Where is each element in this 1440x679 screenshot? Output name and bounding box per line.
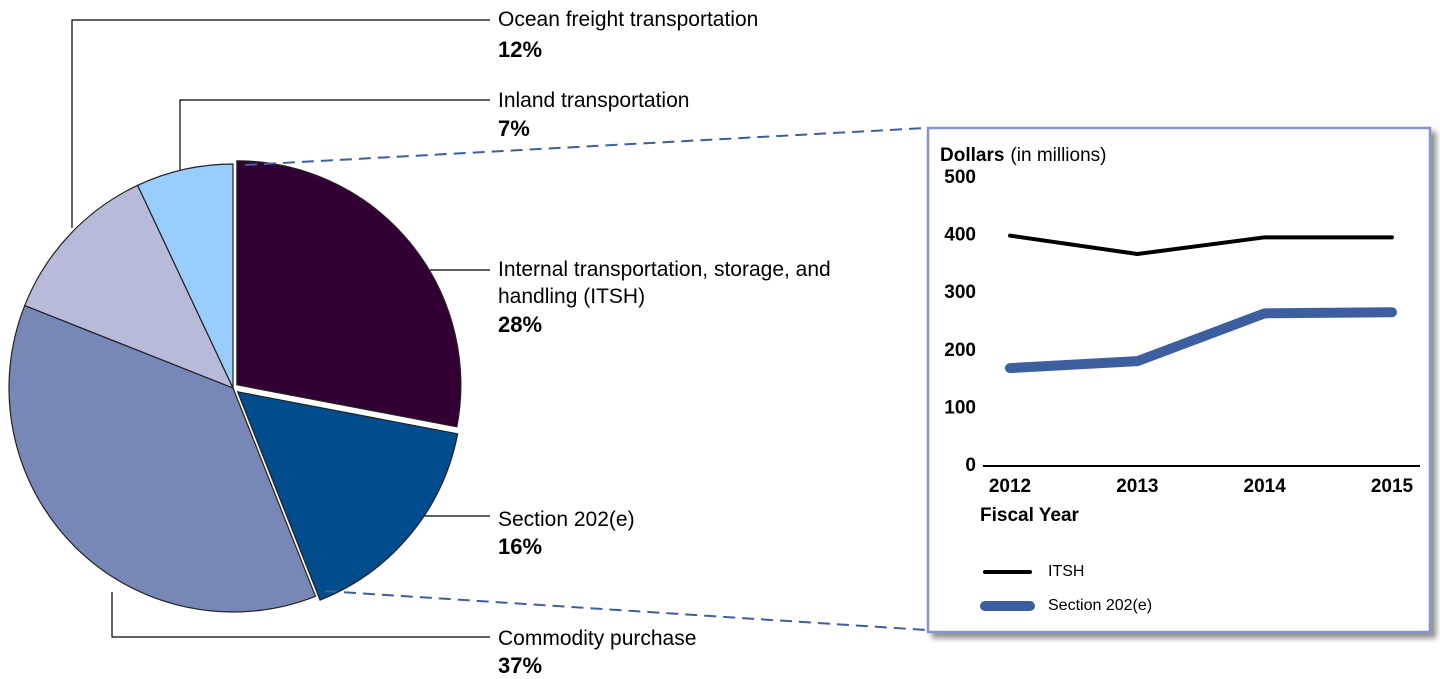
pie — [8, 160, 462, 613]
x-tick-label: 2014 — [1244, 476, 1287, 497]
pie-slice — [8, 304, 317, 613]
slice-value-label: 16% — [498, 534, 543, 559]
y-axis-label-main: Dollars — [940, 145, 1004, 166]
y-tick-label: 500 — [944, 167, 976, 188]
pie-slice — [236, 391, 459, 601]
y-tick-label: 400 — [944, 225, 976, 246]
legend-label: Section 202(e) — [1048, 597, 1152, 614]
pie-slice — [236, 160, 462, 428]
leader-line — [71, 19, 490, 228]
connector — [244, 127, 927, 166]
slice-value-label: 28% — [498, 312, 543, 337]
leader-line — [111, 592, 490, 638]
line-chart: 0 100 200 300 400 500 2012 2013 2014 2015 ITSH Sect… — [944, 167, 1420, 614]
x-tick-label: 2015 — [1371, 476, 1414, 497]
pie-slice — [136, 163, 234, 389]
legend-label: ITSH — [1048, 563, 1084, 580]
pie-slice — [23, 184, 235, 390]
slice-value-label: 7% — [498, 116, 530, 141]
slice-value-label: 37% — [498, 653, 543, 678]
x-tick-label: 2012 — [989, 476, 1031, 497]
slice-label: Section 202(e) — [498, 508, 635, 531]
y-tick-label: 100 — [944, 397, 976, 418]
line-series — [1005, 307, 1397, 374]
y-axis-label: Dollars (in millions) — [940, 145, 1107, 166]
y-tick-label: 200 — [944, 340, 976, 361]
y-tick-label: 300 — [944, 282, 976, 303]
y-axis-label-units: (in millions) — [1010, 145, 1106, 166]
connector — [324, 590, 927, 631]
slice-value-label: 12% — [498, 37, 543, 62]
slice-label: Inland transportation — [498, 89, 690, 112]
leader-lines — [71, 19, 490, 638]
slice-label: Ocean freight transportation — [498, 8, 759, 31]
inset-frame — [926, 126, 1432, 634]
slice-label: Internal transportation, storage, and ha… — [498, 258, 831, 308]
line-series — [1008, 233, 1394, 257]
y-tick-label: 0 — [965, 455, 976, 476]
x-tick-label: 2013 — [1116, 476, 1158, 497]
leader-line — [179, 99, 490, 178]
x-axis-label: Fiscal Year — [980, 505, 1080, 526]
slice-label: Commodity purchase — [498, 627, 697, 650]
